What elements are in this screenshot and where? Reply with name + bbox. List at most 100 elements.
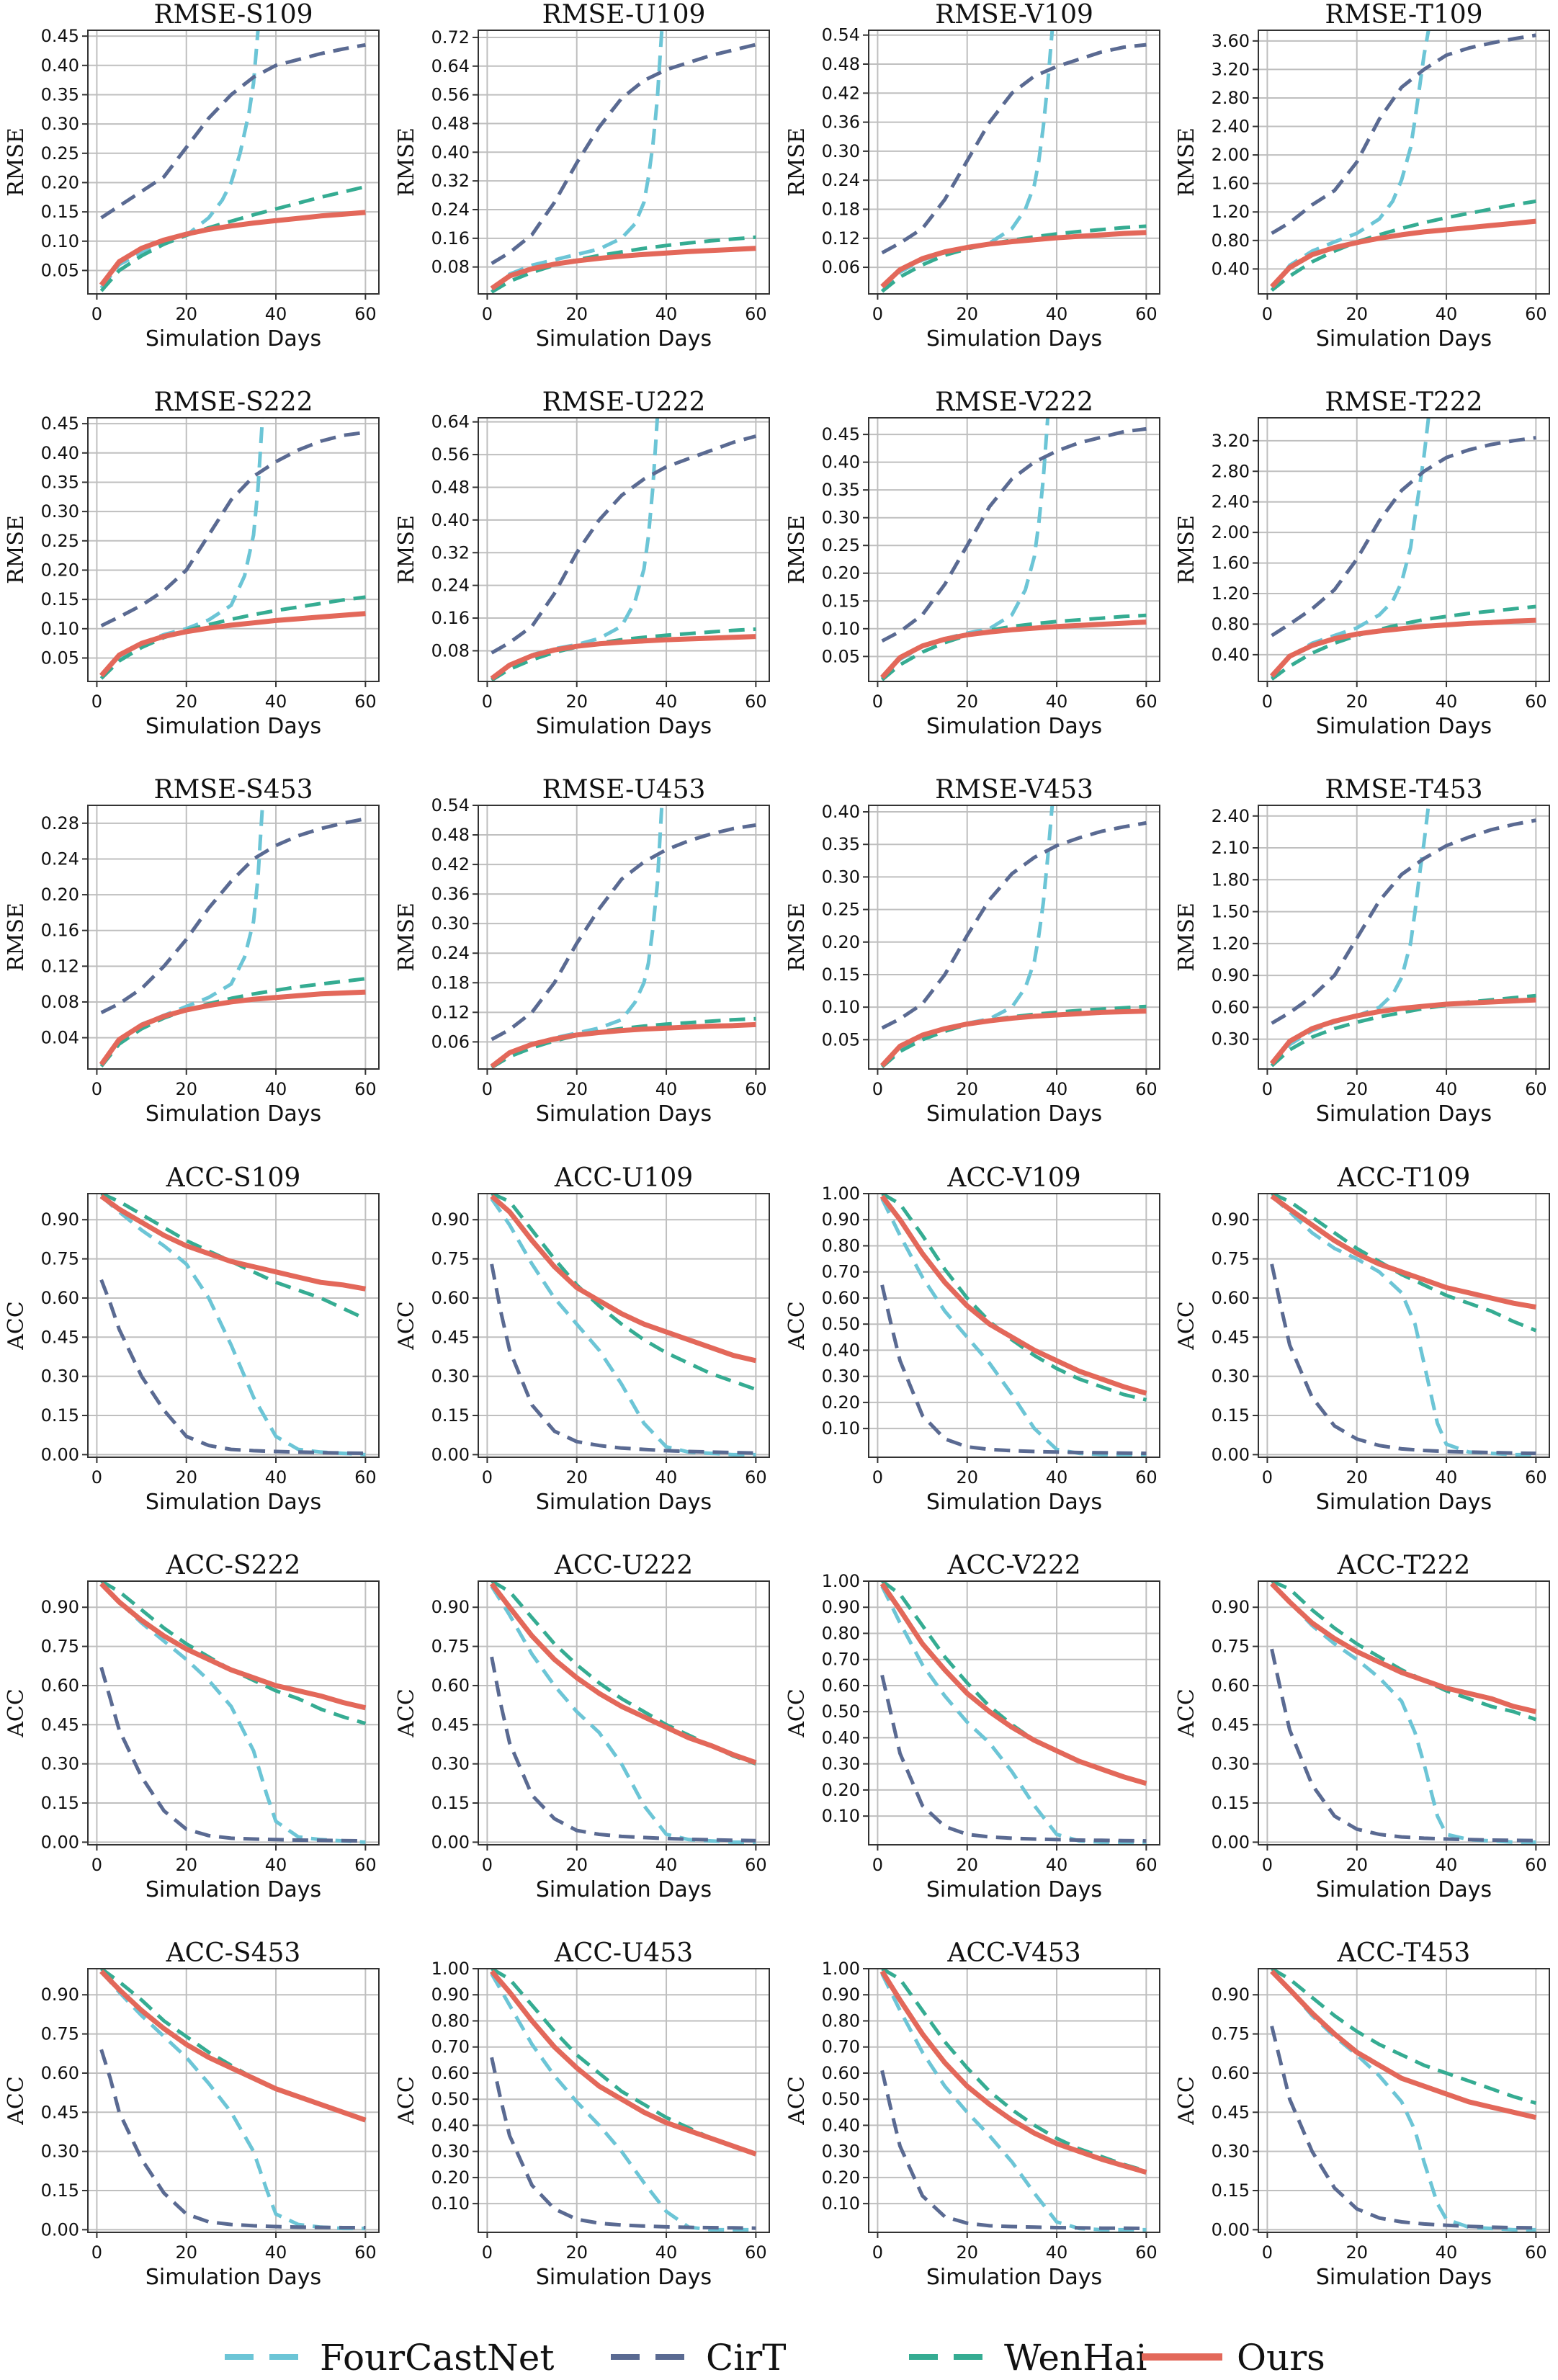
plot-frame bbox=[478, 1580, 770, 1846]
y-tick-label: 0.24 bbox=[431, 200, 470, 220]
y-tick-label: 0.00 bbox=[1212, 1444, 1250, 1464]
y-tick-label: 0.60 bbox=[822, 2063, 860, 2083]
y-tick-label: 0.30 bbox=[1212, 1754, 1250, 1774]
y-tick-label: 1.80 bbox=[1212, 869, 1250, 890]
y-tick-label: 1.20 bbox=[1212, 583, 1250, 604]
y-tick-label: 0.10 bbox=[41, 231, 79, 251]
x-tick-label: 20 bbox=[956, 304, 978, 324]
y-tick-label: 0.90 bbox=[41, 1209, 79, 1230]
series-line-wenhai bbox=[881, 224, 1147, 293]
y-axis-label: ACC bbox=[4, 1688, 29, 1738]
y-tick-label: 0.40 bbox=[431, 142, 470, 162]
y-tick-label: 0.30 bbox=[431, 1366, 470, 1387]
y-tick-label: 0.70 bbox=[822, 2037, 860, 2057]
y-tick-label: 0.36 bbox=[822, 112, 860, 133]
y-tick-label: 0.25 bbox=[41, 531, 79, 551]
plot-frame bbox=[478, 417, 770, 682]
series-group bbox=[99, 1969, 367, 2231]
y-tick-label: 0.45 bbox=[1212, 2102, 1250, 2122]
series-line-fourcastnet bbox=[1270, 1194, 1536, 1457]
y-tick-label: 0.05 bbox=[41, 260, 79, 280]
chart-rmse-u109: 0 20 40 60 0.08 0.16 0.24 0.32 0.40 0.48 0.56 0.64 0… bbox=[394, 0, 770, 352]
x-axis-label: Simulation Days bbox=[536, 326, 712, 352]
series-line-cirt bbox=[1270, 1263, 1536, 1456]
y-tick-label: 0.15 bbox=[41, 1793, 79, 1813]
y-tick-label: 0.30 bbox=[1212, 2142, 1250, 2162]
x-tick-label: 40 bbox=[265, 304, 287, 324]
series-group bbox=[99, 805, 366, 1068]
y-tick-label: 0.16 bbox=[41, 921, 79, 941]
y-tick-label: 0.40 bbox=[822, 2115, 860, 2135]
x-axis-label: Simulation Days bbox=[536, 1490, 712, 1515]
x-tick-label: 40 bbox=[1436, 2242, 1458, 2263]
y-tick-label: 0.45 bbox=[1212, 1327, 1250, 1347]
y-tick-label: 0.40 bbox=[41, 55, 79, 76]
y-tick-label: 0.90 bbox=[822, 1985, 860, 2005]
y-axis-label: ACC bbox=[784, 2076, 810, 2126]
x-tick-label: 20 bbox=[956, 692, 978, 712]
chart-title: RMSE-V109 bbox=[935, 0, 1093, 30]
x-tick-label: 0 bbox=[872, 1467, 883, 1488]
y-tick-label: 0.75 bbox=[41, 2024, 79, 2044]
x-tick-label: 0 bbox=[872, 1855, 883, 1875]
x-tick-label: 40 bbox=[1436, 1467, 1458, 1488]
y-tick-label: 0.80 bbox=[822, 2010, 860, 2031]
plot-frame bbox=[87, 805, 380, 1070]
y-tick-label: 0.30 bbox=[822, 2142, 860, 2162]
x-tick-label: 60 bbox=[745, 304, 767, 324]
series-line-fourcastnet bbox=[99, 418, 264, 680]
x-tick-label: 60 bbox=[1135, 692, 1158, 712]
chart-title: RMSE-U109 bbox=[542, 0, 706, 30]
y-tick-label: 0.30 bbox=[41, 114, 79, 134]
series-line-ours bbox=[99, 611, 366, 678]
y-tick-label: 0.15 bbox=[822, 965, 860, 985]
y-tick-label: 0.30 bbox=[822, 1366, 860, 1387]
legend-item-fourcastnet: FourCastNet bbox=[225, 2337, 554, 2379]
y-tick-label: 0.40 bbox=[822, 1340, 860, 1360]
x-tick-label: 60 bbox=[1525, 692, 1547, 712]
x-tick-label: 60 bbox=[1525, 1855, 1547, 1875]
chart-title: ACC-V453 bbox=[946, 1938, 1080, 1968]
x-tick-label: 40 bbox=[265, 692, 287, 712]
y-tick-label: 1.00 bbox=[822, 1571, 860, 1591]
y-tick-label: 0.75 bbox=[1212, 2024, 1250, 2044]
y-tick-label: 0.06 bbox=[431, 1032, 470, 1052]
y-tick-label: 1.20 bbox=[1212, 202, 1250, 222]
chart-rmse-s109: 0 20 40 60 0.05 0.10 0.15 0.20 0.25 0.30 0.35 0.40 0… bbox=[4, 0, 380, 352]
x-tick-label: 20 bbox=[1346, 1467, 1368, 1488]
y-tick-label: 0.75 bbox=[431, 1249, 470, 1269]
y-tick-label: 0.50 bbox=[822, 2089, 860, 2109]
y-tick-label: 0.90 bbox=[1212, 1985, 1250, 2005]
x-tick-label: 60 bbox=[745, 692, 767, 712]
y-tick-label: 0.60 bbox=[822, 1676, 860, 1696]
y-tick-label: 0.30 bbox=[1212, 1366, 1250, 1387]
series-line-cirt bbox=[880, 1674, 1147, 1843]
series-line-cirt bbox=[1271, 33, 1536, 236]
x-axis-label: Simulation Days bbox=[145, 326, 321, 352]
x-tick-label: 40 bbox=[1046, 1855, 1068, 1875]
x-tick-label: 0 bbox=[872, 304, 883, 324]
series-group bbox=[489, 1581, 757, 1844]
y-axis-label: RMSE bbox=[394, 903, 419, 972]
y-tick-label: 0.64 bbox=[431, 56, 470, 76]
plot-frame bbox=[1258, 30, 1550, 295]
series-line-fourcastnet bbox=[490, 1585, 756, 1844]
plot-frame bbox=[87, 1968, 380, 2233]
y-axis-label: RMSE bbox=[784, 515, 810, 584]
x-tick-label: 60 bbox=[1525, 2242, 1547, 2263]
series-group bbox=[489, 1969, 757, 2232]
x-tick-label: 40 bbox=[1436, 692, 1458, 712]
y-tick-label: 0.80 bbox=[822, 1623, 860, 1643]
x-axis-label: Simulation Days bbox=[926, 1877, 1102, 1902]
y-tick-label: 0.20 bbox=[822, 563, 860, 583]
y-tick-label: 0.90 bbox=[431, 1985, 470, 2005]
y-tick-label: 0.30 bbox=[431, 1754, 470, 1774]
x-axis-label: Simulation Days bbox=[536, 1101, 712, 1127]
series-group bbox=[879, 1969, 1147, 2232]
x-tick-label: 60 bbox=[1525, 304, 1547, 324]
y-tick-label: 0.42 bbox=[431, 854, 470, 874]
x-tick-label: 60 bbox=[1135, 2242, 1158, 2263]
series-line-cirt bbox=[1271, 818, 1536, 1025]
y-tick-label: 0.20 bbox=[431, 2168, 470, 2188]
x-tick-label: 60 bbox=[745, 1467, 767, 1488]
